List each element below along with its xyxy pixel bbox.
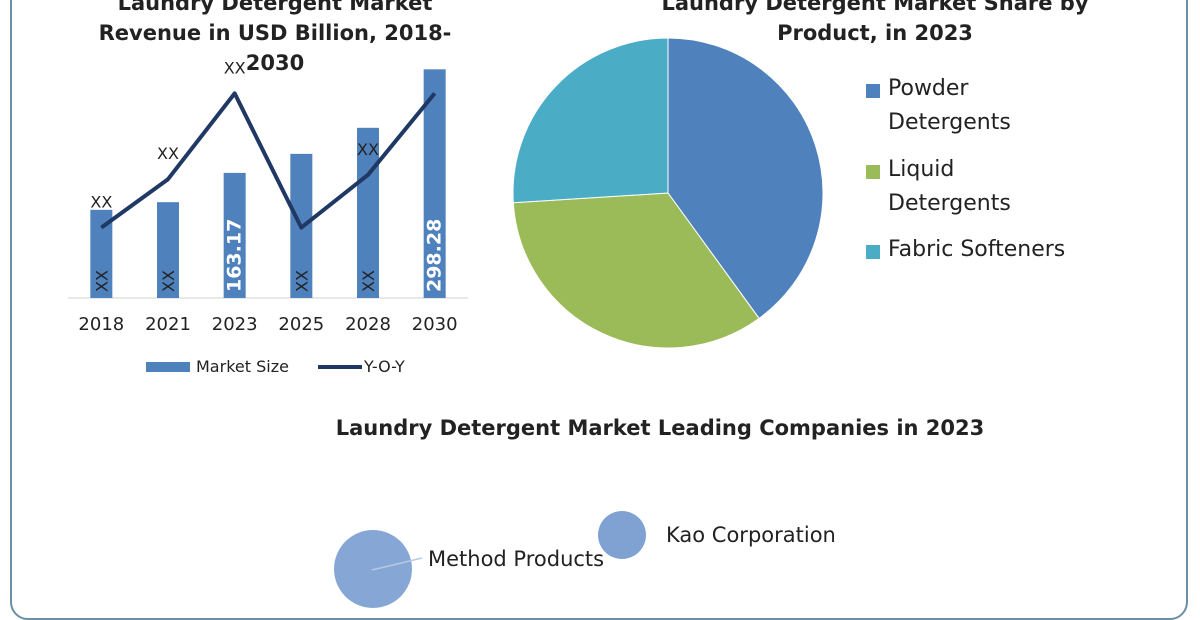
bar-data-label: XX [359, 270, 378, 292]
pie-slice-liquid-detergents [512, 192, 760, 349]
market-size-bar-line-chart: 2018 XX 2021 XX 2023 163.17 2025 XX 2028 XX 2030 29… [68, 58, 468, 376]
bar-2021 [157, 202, 179, 298]
company-label-method: Method Products [428, 547, 605, 571]
company-label-kao: Kao Corporation [666, 523, 836, 547]
bar-2023 [223, 172, 246, 298]
pie-slice-fabric-softeners [512, 37, 669, 204]
legend-item-fabric: Fabric Softeners [888, 233, 1065, 267]
bar-data-label: 163.17 [224, 219, 246, 292]
pie-chart-title-line: Product, in 2023 [777, 21, 973, 45]
legend-swatch-fabric [866, 245, 880, 259]
bar-chart-title-line: 2030 [245, 51, 305, 75]
bar-chart-title: Laundry Detergent Market Revenue in USD … [90, 0, 460, 78]
method-leader-line [371, 557, 423, 571]
legend-label: Detergents [888, 110, 1011, 135]
yoy-data-label: XX [224, 58, 246, 77]
bar-data-label: XX [159, 270, 178, 292]
bar-chart-title-line: Laundry Detergent Market [117, 0, 433, 15]
legend-item-powder: Powder Detergents [888, 72, 1011, 140]
companies-title: Laundry Detergent Market Leading Compani… [335, 416, 985, 440]
company-bubble-kao [598, 511, 646, 559]
legend-label-yoy: Y-O-Y [363, 357, 405, 376]
pie-slice-powder-detergents [667, 37, 824, 320]
x-tick-label: 2028 [345, 314, 391, 335]
bar-data-label: XX [292, 270, 311, 292]
yoy-line [100, 91, 437, 230]
pie-chart-title: Laundry Detergent Market Share by Produc… [640, 0, 1110, 48]
bar-2030 [423, 69, 446, 298]
yoy-data-label: XX [357, 140, 379, 159]
legend-label: Liquid [888, 157, 955, 182]
legend-swatch-liquid [866, 165, 880, 179]
bar-2018 [90, 209, 113, 298]
product-share-pie-chart [512, 37, 824, 349]
bar-chart-title-line: Revenue in USD Billion, 2018- [98, 21, 452, 45]
x-tick-label: 2025 [278, 314, 324, 335]
legend-label: Fabric Softeners [888, 237, 1066, 262]
bar-data-label: XX [92, 270, 111, 292]
pie-chart-title-line: Laundry Detergent Market Share by [661, 0, 1089, 15]
yoy-data-label: XX [157, 144, 179, 163]
legend-label-market-size: Market Size [196, 357, 289, 376]
bar-data-label: 298.28 [424, 219, 446, 292]
x-tick-label: 2030 [412, 314, 458, 335]
legend-swatch-powder [866, 84, 880, 98]
x-tick-label: 2018 [78, 314, 124, 335]
legend-label: Detergents [888, 191, 1011, 216]
yoy-data-label: XX [90, 193, 112, 212]
company-leader-lines [371, 557, 423, 571]
legend-swatch-market-size [146, 362, 190, 372]
legend-label: Powder [888, 76, 969, 101]
x-tick-label: 2023 [212, 314, 258, 335]
legend-item-liquid: Liquid Detergents [888, 153, 1011, 221]
x-tick-label: 2021 [145, 314, 191, 335]
